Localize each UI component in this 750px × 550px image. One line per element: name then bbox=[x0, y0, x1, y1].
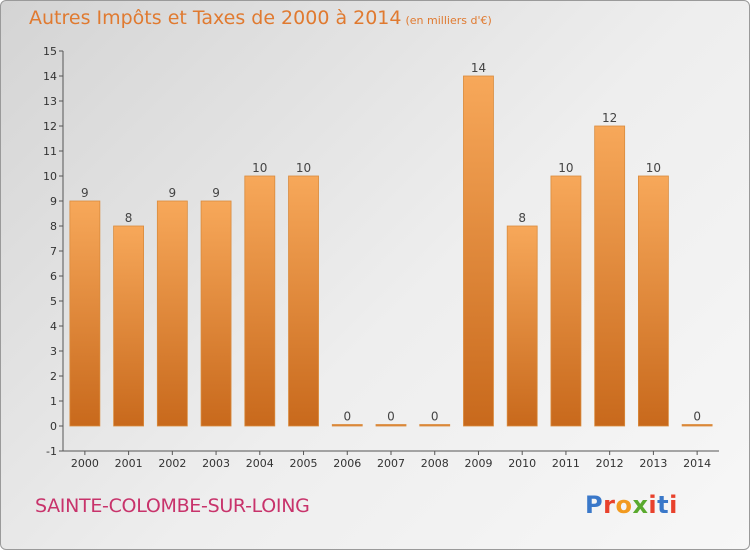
y-tick-label: 7 bbox=[50, 245, 57, 258]
y-tick-label: 5 bbox=[50, 295, 57, 308]
bar bbox=[69, 200, 101, 427]
bar bbox=[331, 424, 363, 427]
chart-title: Autres Impôts et Taxes de 2000 à 2014 (en… bbox=[29, 7, 492, 29]
bar-value-label: 14 bbox=[471, 61, 486, 75]
logo-letter: i bbox=[669, 491, 678, 519]
x-tick-label: 2003 bbox=[202, 457, 230, 470]
bar bbox=[375, 424, 407, 427]
chart-unit-label: (en milliers d'€) bbox=[405, 14, 492, 27]
y-tick-label: 13 bbox=[43, 95, 57, 108]
bar-value-label: 12 bbox=[602, 111, 617, 125]
logo-letter: i bbox=[648, 491, 658, 519]
x-tick-label: 2006 bbox=[333, 457, 361, 470]
bar bbox=[638, 175, 669, 427]
x-tick-label: 2001 bbox=[115, 457, 143, 470]
bar-value-label: 10 bbox=[558, 161, 573, 175]
x-axis: 2000 2001 2002 2003 2004 2005 2006 2007 2008 2009… bbox=[63, 450, 719, 470]
x-tick-label: 2009 bbox=[464, 457, 492, 470]
bar bbox=[594, 125, 626, 427]
bar-value-label: 10 bbox=[646, 161, 661, 175]
bar bbox=[200, 200, 232, 427]
x-tick-label: 2000 bbox=[71, 457, 99, 470]
commune-name: SAINTE-COLOMBE-SUR-LOING bbox=[35, 495, 310, 517]
x-tick-label: 2002 bbox=[158, 457, 186, 470]
bar bbox=[463, 75, 494, 427]
y-tick-label: 1 bbox=[50, 395, 57, 408]
bar-value-label: 9 bbox=[81, 186, 89, 200]
y-tick-label: 12 bbox=[43, 120, 57, 133]
bar bbox=[156, 200, 188, 427]
bar-series bbox=[69, 75, 713, 427]
logo-letter: r bbox=[603, 491, 616, 519]
bar bbox=[550, 175, 582, 427]
bar-value-label: 9 bbox=[212, 186, 220, 200]
bar-value-label: 0 bbox=[431, 410, 439, 424]
bar-value-label: 10 bbox=[252, 161, 267, 175]
logo-letter: P bbox=[585, 491, 604, 519]
logo-letter: o bbox=[615, 491, 633, 519]
bar bbox=[506, 225, 538, 427]
y-tick-label: 6 bbox=[50, 270, 57, 283]
bar-value-label: 0 bbox=[343, 410, 351, 424]
x-tick-label: 2005 bbox=[290, 457, 318, 470]
bar bbox=[244, 175, 276, 427]
bar bbox=[419, 424, 451, 427]
proxiti-logo[interactable]: Proxiti bbox=[585, 491, 678, 519]
bar-value-label: 9 bbox=[169, 186, 177, 200]
y-tick-label: 9 bbox=[50, 195, 57, 208]
y-tick-label: 4 bbox=[50, 320, 57, 333]
bar-value-label: 0 bbox=[693, 410, 701, 424]
y-tick-label: 3 bbox=[50, 345, 57, 358]
bar-value-label: 8 bbox=[518, 211, 526, 225]
value-labels: 9 8 9 9 10 10 0 0 0 14 8 10 12 10 0 bbox=[81, 61, 701, 424]
bar bbox=[681, 424, 713, 427]
y-tick-label: 14 bbox=[43, 70, 57, 83]
bar-value-label: 8 bbox=[125, 211, 133, 225]
y-tick-label: 15 bbox=[43, 45, 57, 58]
logo-letter: x bbox=[632, 491, 649, 519]
bar bbox=[113, 225, 144, 427]
y-tick-label: -1 bbox=[46, 445, 57, 458]
y-tick-label: 8 bbox=[50, 220, 57, 233]
bar bbox=[288, 175, 319, 427]
x-tick-label: 2013 bbox=[639, 457, 667, 470]
x-tick-label: 2014 bbox=[683, 457, 711, 470]
logo-letter: t bbox=[657, 491, 670, 519]
y-tick-label: 2 bbox=[50, 370, 57, 383]
chart-title-text: Autres Impôts et Taxes de 2000 à 2014 bbox=[29, 7, 402, 29]
y-tick-label: 11 bbox=[43, 145, 57, 158]
bar-value-label: 0 bbox=[387, 410, 395, 424]
x-tick-label: 2008 bbox=[421, 457, 449, 470]
bar-value-label: 10 bbox=[296, 161, 311, 175]
x-tick-label: 2010 bbox=[508, 457, 536, 470]
y-tick-label: 0 bbox=[50, 420, 57, 433]
x-tick-label: 2007 bbox=[377, 457, 405, 470]
x-tick-label: 2011 bbox=[552, 457, 580, 470]
x-tick-label: 2004 bbox=[246, 457, 274, 470]
y-tick-label: 10 bbox=[43, 170, 57, 183]
x-tick-label: 2012 bbox=[596, 457, 624, 470]
